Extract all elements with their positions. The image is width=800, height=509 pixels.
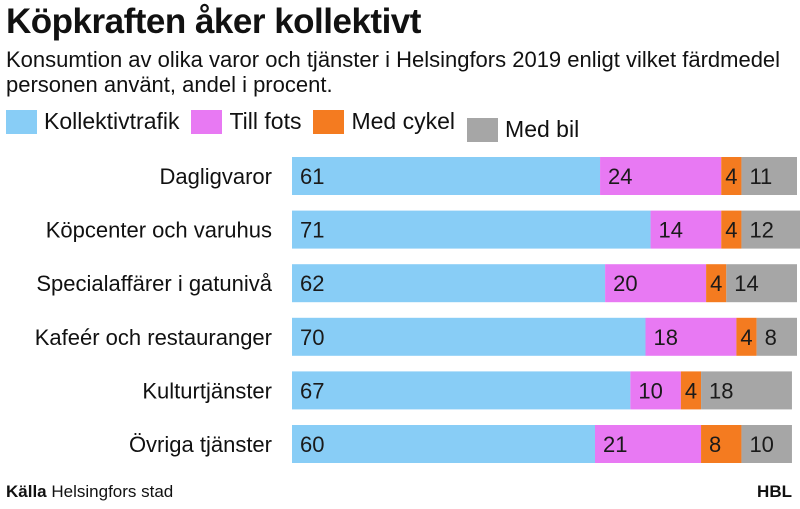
bar-segment-specialaffarer-i-gatuniva-med-bil	[726, 264, 797, 303]
legend-item-kollektivtrafik: Kollektivtrafik	[6, 108, 179, 135]
bar-segment-ovriga-tjanster-kollektivtrafik	[292, 425, 595, 463]
legend-swatch-kollektivtrafik	[6, 109, 37, 134]
data-label-kopcenter-och-varuhus-kollektivtrafik: 71	[300, 218, 324, 243]
legend-item-med-bil: Med bil	[467, 116, 579, 143]
bar-segment-ovriga-tjanster-med-bil	[741, 425, 792, 463]
bar-segment-kopcenter-och-varuhus-till-fots	[650, 210, 722, 249]
data-label-kulturtjanster-till-fots: 10	[638, 378, 662, 403]
bar-segment-specialaffarer-i-gatuniva-kollektivtrafik	[292, 264, 606, 303]
data-label-kulturtjanster-med-bil: 18	[709, 378, 733, 403]
data-label-kafeer-och-restauranger-till-fots: 18	[654, 325, 678, 350]
category-label-ovriga-tjanster: Övriga tjänster	[129, 432, 272, 457]
data-label-kafeer-och-restauranger-med-cykel: 4	[740, 325, 752, 350]
publisher-credit: HBL	[757, 482, 792, 501]
data-label-ovriga-tjanster-med-bil: 10	[749, 432, 773, 457]
legend-swatch-med-cykel	[313, 109, 345, 134]
data-label-dagligvaror-med-bil: 11	[749, 164, 772, 189]
bar-segment-ovriga-tjanster-med-cykel	[701, 425, 742, 463]
bar-segment-dagligvaror-med-cykel	[721, 157, 742, 195]
data-label-kafeer-och-restauranger-med-bil: 8	[765, 325, 777, 350]
bar-segment-specialaffarer-i-gatuniva-till-fots	[605, 264, 707, 303]
data-label-kopcenter-och-varuhus-med-bil: 12	[749, 218, 773, 243]
legend-label-till-fots: Till fots	[229, 108, 302, 134]
legend-label-med-cykel: Med cykel	[351, 108, 456, 134]
bar-segment-kafeer-och-restauranger-kollektivtrafik	[292, 317, 646, 356]
data-label-ovriga-tjanster-med-cykel: 8	[709, 432, 721, 457]
data-label-kopcenter-och-varuhus-till-fots: 14	[659, 218, 683, 243]
bar-segment-dagligvaror-till-fots	[600, 157, 722, 195]
legend-label-med-bil: Med bil	[505, 116, 580, 142]
legend-item-till-fots: Till fots	[191, 108, 301, 135]
category-label-kopcenter-och-varuhus: Köpcenter och varuhus	[46, 218, 272, 243]
bar-segment-kopcenter-och-varuhus-med-bil	[741, 210, 800, 249]
legend-swatch-till-fots	[191, 109, 223, 134]
source-note: Källa Helsingfors stad	[6, 482, 173, 502]
bar-segment-kopcenter-och-varuhus-med-cykel	[721, 210, 742, 249]
data-label-kopcenter-och-varuhus-med-cykel: 4	[725, 218, 737, 243]
bar-segment-kopcenter-och-varuhus-kollektivtrafik	[292, 210, 651, 249]
data-label-specialaffarer-i-gatuniva-med-bil: 14	[734, 271, 758, 296]
legend-label-kollektivtrafik: Kollektivtrafik	[44, 108, 180, 134]
bar-segment-kafeer-och-restauranger-med-bil	[756, 317, 797, 356]
data-label-dagligvaror-till-fots: 24	[608, 164, 632, 189]
bar-segment-dagligvaror-med-bil	[741, 157, 797, 195]
category-label-kulturtjanster: Kulturtjänster	[142, 378, 272, 403]
category-label-specialaffarer-i-gatuniva: Specialaffärer i gatunivå	[36, 271, 272, 296]
data-label-dagligvaror-med-cykel: 4	[725, 164, 737, 189]
legend-item-med-cykel: Med cykel	[313, 108, 455, 135]
bar-segment-kulturtjanster-till-fots	[630, 371, 681, 410]
source-label: Källa	[6, 482, 47, 501]
bar-segment-dagligvaror-kollektivtrafik	[292, 157, 601, 195]
bar-segment-kafeer-och-restauranger-till-fots	[645, 317, 737, 356]
data-label-kulturtjanster-kollektivtrafik: 67	[300, 378, 324, 403]
data-label-specialaffarer-i-gatuniva-till-fots: 20	[613, 271, 637, 296]
data-label-specialaffarer-i-gatuniva-med-cykel: 4	[710, 271, 722, 296]
category-label-kafeer-och-restauranger: Kafeér och restauranger	[35, 325, 272, 350]
data-label-specialaffarer-i-gatuniva-kollektivtrafik: 62	[300, 271, 324, 296]
chart-title: Köpkraften åker kollektivt	[6, 2, 421, 41]
data-label-ovriga-tjanster-kollektivtrafik: 60	[300, 432, 324, 457]
source-text: Helsingfors stad	[51, 482, 174, 501]
category-label-dagligvaror: Dagligvaror	[160, 164, 273, 189]
chart-subtitle: Konsumtion av olika varor och tjänster i…	[6, 47, 781, 97]
data-label-kafeer-och-restauranger-kollektivtrafik: 70	[300, 325, 324, 350]
bar-segment-kafeer-och-restauranger-med-cykel	[736, 317, 757, 356]
bar-segment-ovriga-tjanster-till-fots	[595, 425, 702, 463]
bar-segment-specialaffarer-i-gatuniva-med-cykel	[706, 264, 727, 303]
data-label-dagligvaror-kollektivtrafik: 61	[300, 164, 324, 189]
bar-segment-kulturtjanster-med-bil	[701, 371, 792, 410]
chart-legend: Kollektivtrafik Till fots Med cykel Med …	[6, 108, 591, 142]
bar-segment-kulturtjanster-kollektivtrafik	[292, 371, 631, 410]
legend-swatch-med-bil	[467, 117, 499, 142]
bar-segment-kulturtjanster-med-cykel	[680, 371, 702, 410]
data-label-kulturtjanster-med-cykel: 4	[685, 378, 697, 403]
data-label-ovriga-tjanster-till-fots: 21	[603, 432, 627, 457]
